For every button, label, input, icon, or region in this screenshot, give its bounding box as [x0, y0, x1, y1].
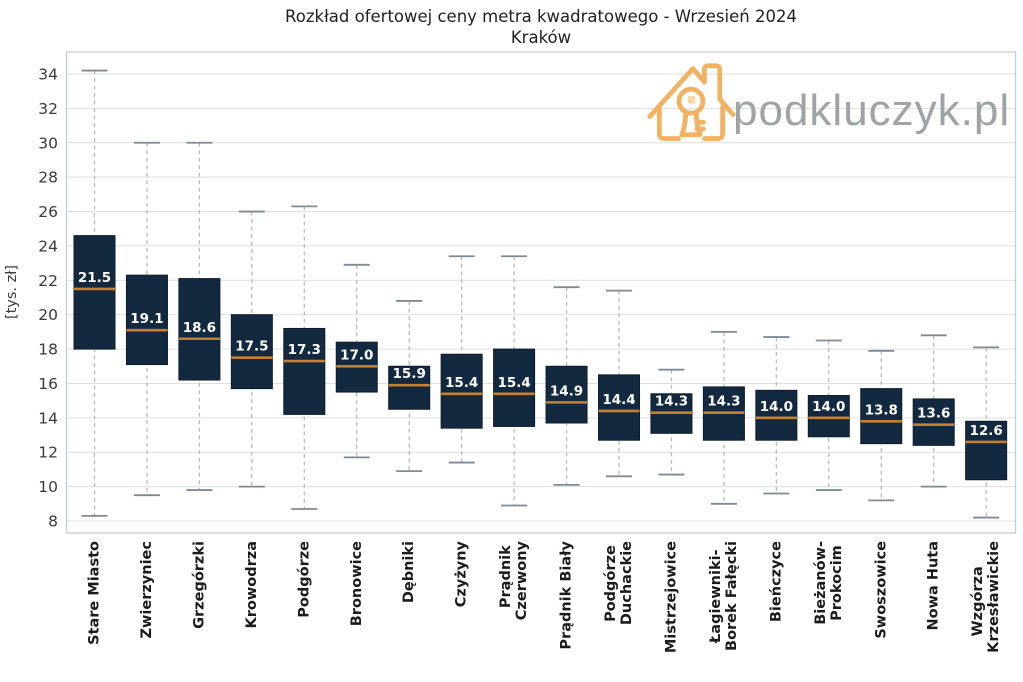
median-value-label: 14.9	[550, 383, 583, 399]
wall-right	[702, 104, 726, 141]
boxplot-box	[965, 420, 1008, 481]
boxplot-box	[73, 235, 116, 350]
x-tick-label: Wzgórza	[970, 566, 986, 636]
x-tick-label: Krzesławickie	[986, 541, 1002, 653]
chart-title-block: Rozkład ofertowej ceny metra kwadratoweg…	[66, 6, 1016, 48]
x-tick-label: Nowa Huta	[926, 541, 942, 631]
boxplot-box	[755, 389, 798, 441]
y-tick-label: 20	[38, 306, 58, 324]
median-value-label: 14.4	[602, 392, 635, 408]
x-tick-label: Stare Miasto	[87, 541, 103, 645]
x-tick-label: Czerwony	[514, 540, 530, 620]
x-tick-label: Bronowice	[349, 541, 365, 626]
median-value-label: 21.5	[78, 270, 111, 286]
y-tick-label: 32	[38, 100, 58, 118]
median-value-label: 13.8	[865, 402, 898, 418]
y-tick-label: 8	[48, 513, 58, 531]
boxplot-box	[283, 327, 326, 415]
median-value-label: 14.0	[812, 399, 845, 415]
x-tick-label: Duchackie	[619, 541, 635, 625]
x-tick-label: Swoszowice	[873, 541, 889, 639]
boxplot-box	[388, 365, 431, 410]
x-tick-label: Krowodrza	[244, 541, 260, 628]
x-tick-label: Podgórze	[603, 545, 619, 622]
x-tick-label: Łagiewniki-	[708, 549, 724, 644]
boxplot-box	[440, 353, 483, 429]
y-tick-label: 16	[38, 375, 58, 393]
x-tick-label: Mistrzejowice	[663, 541, 679, 653]
median-value-label: 15.4	[497, 375, 530, 391]
boxplot-box	[545, 365, 588, 424]
wall-left	[656, 104, 681, 141]
median-value-label: 14.3	[707, 394, 740, 410]
y-tick-label: 14	[38, 409, 58, 427]
boxplot-box	[178, 278, 221, 381]
boxplot-box	[860, 388, 903, 445]
boxplot-box	[493, 348, 536, 427]
median-value-label: 14.3	[655, 394, 688, 410]
y-tick-label: 24	[38, 237, 58, 255]
watermark-logo-text: podkluczyk.pl	[733, 86, 1011, 135]
chart-subtitle: Kraków	[510, 28, 572, 47]
x-tick-label: Dębniki	[401, 541, 417, 603]
median-value-label: 15.9	[393, 366, 426, 382]
key-teeth	[694, 119, 706, 132]
x-tick-label: Grzegórzki	[191, 541, 207, 629]
x-tick-label: Czyżyny	[454, 540, 470, 607]
y-tick-label: 26	[38, 203, 58, 221]
median-value-label: 12.6	[969, 423, 1002, 439]
chimney	[702, 63, 723, 102]
x-tick-label: Bieżanów-	[813, 541, 829, 625]
roof-right	[717, 96, 736, 117]
x-tick-label: Prądnik	[498, 545, 514, 608]
boxplot-box	[230, 314, 273, 390]
x-tick-label: Bieńczyce	[768, 541, 784, 622]
x-tick-label: Prokocim	[829, 545, 845, 621]
boxplot-box	[807, 394, 850, 438]
median-value-label: 19.1	[130, 311, 163, 327]
median-value-label: 17.3	[288, 342, 321, 358]
y-tick-label: 10	[38, 478, 58, 496]
boxplot-box	[598, 374, 640, 441]
y-tick-label: 34	[38, 66, 58, 84]
keyhole-inner-dot	[687, 95, 696, 104]
median-value-label: 17.0	[340, 347, 373, 363]
boxplot-box	[912, 398, 955, 446]
y-tick-label: 22	[38, 272, 58, 290]
x-tick-label: Zwierzyniec	[139, 541, 155, 638]
key-stem	[679, 109, 703, 138]
x-tick-label: Borek Fałęcki	[724, 541, 740, 651]
median-value-label: 17.5	[235, 339, 268, 355]
y-tick-label: 28	[38, 169, 58, 187]
keyhole-circle	[676, 86, 706, 116]
y-tick-label: 12	[38, 444, 58, 462]
y-tick-label: 18	[38, 341, 58, 359]
x-tick-label: Podgórze	[296, 541, 312, 618]
roof-left	[647, 66, 707, 119]
median-value-label: 15.4	[445, 375, 478, 391]
boxplot-box	[125, 274, 168, 366]
median-value-label: 18.6	[183, 320, 216, 336]
x-tick-label: Prądnik Biały	[559, 540, 575, 649]
median-value-label: 13.6	[917, 406, 950, 422]
house-key-icon	[647, 63, 736, 141]
median-value-label: 14.0	[760, 399, 793, 415]
y-tick-label: 30	[38, 134, 58, 152]
plot-frame	[65, 51, 1017, 534]
chart-title: Rozkład ofertowej ceny metra kwadratoweg…	[285, 7, 797, 26]
